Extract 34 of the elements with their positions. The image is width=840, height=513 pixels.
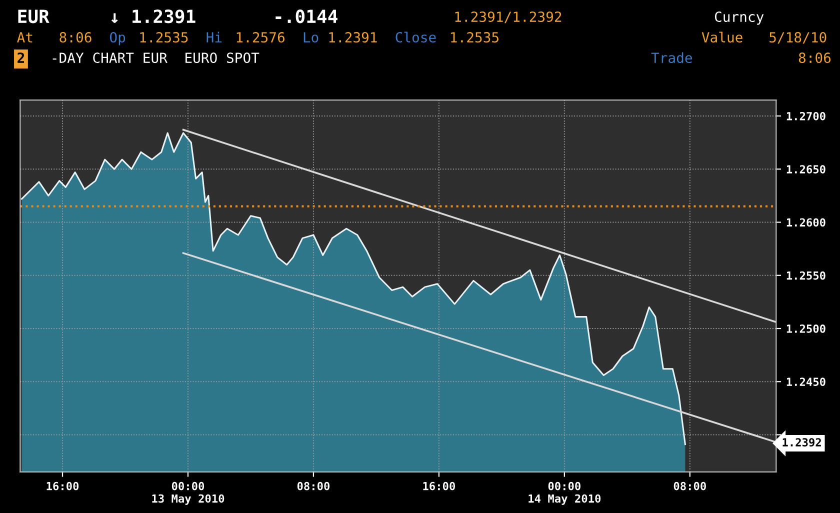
y-tick-label: 1.2700 xyxy=(786,112,826,120)
text: 8:06 xyxy=(798,52,831,64)
text: 1.2576 xyxy=(236,32,284,43)
text: -.0144 xyxy=(276,10,338,24)
text: 1.2535 xyxy=(451,32,498,43)
y-tick-label: 1.2650 xyxy=(786,165,826,174)
text: Trade xyxy=(651,52,692,64)
y-tick-label: 1.2600 xyxy=(786,218,826,227)
x-tick-label: 08:00 xyxy=(297,482,330,490)
text: Close xyxy=(396,32,436,43)
x-tick-label: 08:00 xyxy=(674,482,706,490)
x-tick-label: 16:00 xyxy=(423,482,455,490)
text: Lo xyxy=(304,32,318,43)
text: 1.2391/1.2392 xyxy=(455,12,562,24)
text: Hi xyxy=(206,32,222,42)
y-tick-label: 1.2450 xyxy=(786,378,826,386)
text: 1.2535 xyxy=(140,32,188,43)
text: ↓ 1.2391 xyxy=(111,10,196,24)
text: At xyxy=(17,32,32,42)
text: Curncy xyxy=(714,12,764,25)
annotation: 1.2392 xyxy=(782,438,821,447)
text: Value xyxy=(702,32,742,43)
x-tick-label: 16:00 xyxy=(46,482,79,490)
text: 2 xyxy=(18,52,24,63)
text: Op xyxy=(110,32,126,46)
text: 8:06 xyxy=(60,32,92,43)
x-tick-label: 00:00 13 May 2010 xyxy=(152,482,224,505)
text: EUR xyxy=(18,10,50,24)
y-tick-label: 1.2550 xyxy=(786,271,826,280)
x-tick-label: 00:00 14 May 2010 xyxy=(528,482,601,505)
text: 1.2391 xyxy=(329,32,377,43)
y-tick-label: 1.2500 xyxy=(786,324,826,333)
text: -DAY CHART EUR EURO SPOT xyxy=(52,52,260,64)
text: 5/18/10 xyxy=(770,32,826,44)
